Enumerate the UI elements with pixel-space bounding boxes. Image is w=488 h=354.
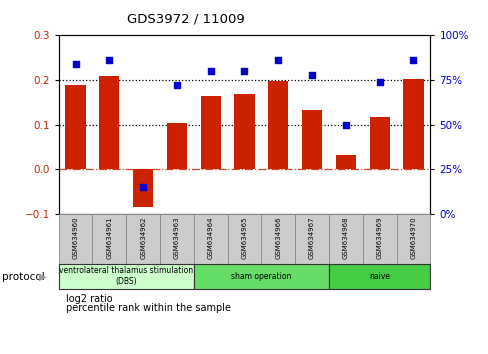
Text: naive: naive [368, 272, 389, 281]
FancyBboxPatch shape [227, 214, 261, 264]
Bar [335, 155, 355, 170]
Bar [369, 117, 389, 170]
Text: protocol: protocol [2, 272, 45, 282]
FancyBboxPatch shape [328, 264, 429, 289]
Text: GSM634966: GSM634966 [275, 217, 281, 259]
FancyBboxPatch shape [193, 264, 328, 289]
Bar [65, 85, 85, 170]
Point [274, 58, 282, 63]
Bar [301, 110, 322, 170]
Text: GSM634968: GSM634968 [342, 217, 348, 259]
Text: ventrolateral thalamus stimulation
(DBS): ventrolateral thalamus stimulation (DBS) [59, 267, 193, 286]
Text: log2 ratio: log2 ratio [66, 294, 113, 304]
Point [408, 58, 416, 63]
FancyBboxPatch shape [261, 214, 295, 264]
FancyBboxPatch shape [126, 214, 160, 264]
Text: GSM634965: GSM634965 [241, 217, 247, 259]
Text: GSM634963: GSM634963 [174, 217, 180, 259]
Text: GSM634967: GSM634967 [308, 217, 314, 259]
Bar [234, 95, 254, 170]
Point [206, 68, 214, 74]
Text: GDS3972 / 11009: GDS3972 / 11009 [127, 12, 244, 25]
Point [105, 58, 113, 63]
Text: GSM634960: GSM634960 [72, 217, 79, 259]
Point [307, 72, 315, 78]
Text: ▶: ▶ [39, 272, 46, 282]
Point [341, 122, 349, 128]
FancyBboxPatch shape [362, 214, 396, 264]
FancyBboxPatch shape [160, 214, 193, 264]
Bar [99, 76, 119, 170]
Point [72, 61, 80, 67]
Bar [267, 81, 288, 170]
Text: GSM634970: GSM634970 [409, 217, 416, 259]
FancyBboxPatch shape [328, 214, 362, 264]
FancyBboxPatch shape [396, 214, 429, 264]
Bar [166, 122, 187, 170]
Bar [200, 96, 221, 170]
Bar [133, 170, 153, 207]
FancyBboxPatch shape [59, 264, 193, 289]
FancyBboxPatch shape [295, 214, 328, 264]
Point [139, 184, 147, 190]
Point [173, 82, 181, 88]
Bar [403, 79, 423, 170]
Point [375, 79, 383, 85]
FancyBboxPatch shape [193, 214, 227, 264]
Text: GSM634962: GSM634962 [140, 217, 146, 259]
FancyBboxPatch shape [59, 214, 92, 264]
Text: percentile rank within the sample: percentile rank within the sample [66, 303, 231, 313]
Text: GSM634969: GSM634969 [376, 217, 382, 259]
Text: sham operation: sham operation [231, 272, 291, 281]
Text: GSM634964: GSM634964 [207, 217, 213, 259]
Point [240, 68, 248, 74]
FancyBboxPatch shape [92, 214, 126, 264]
Text: GSM634961: GSM634961 [106, 217, 112, 259]
